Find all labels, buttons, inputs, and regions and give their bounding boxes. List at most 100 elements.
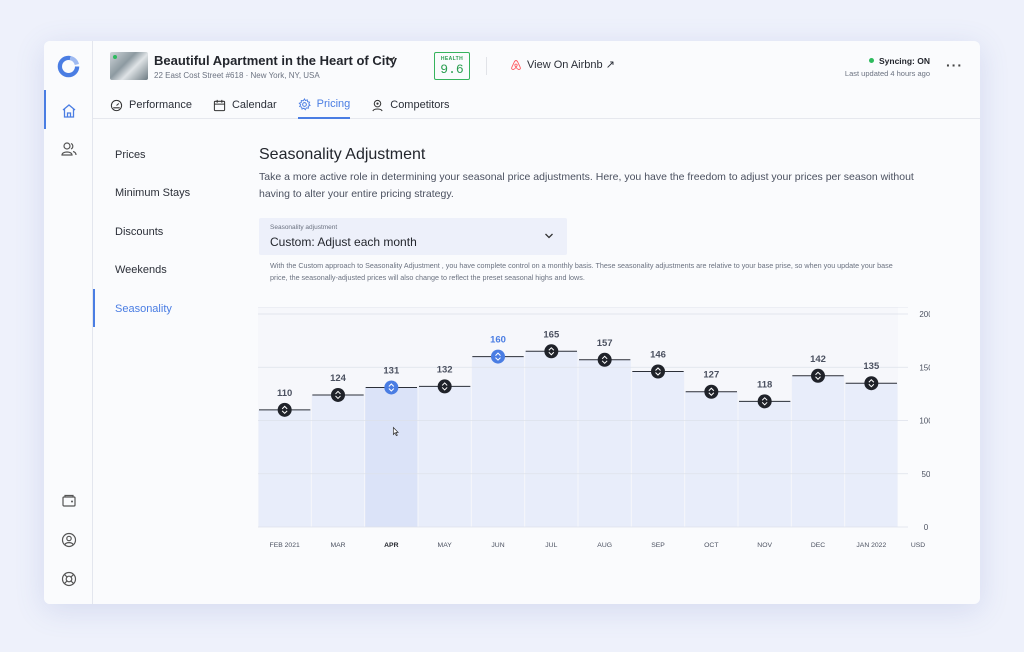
bar-aug[interactable]	[578, 359, 631, 527]
icon-rail	[44, 41, 93, 604]
chevron-down-icon[interactable]	[385, 53, 397, 65]
select-label: Seasonality adjustment	[270, 224, 338, 231]
home-icon[interactable]	[58, 100, 79, 121]
up-down-chevron-icon	[815, 371, 821, 380]
up-down-chevron-icon	[708, 387, 715, 396]
wallet-icon[interactable]	[58, 490, 79, 511]
mouse-pointer-icon	[392, 426, 399, 437]
health-score-badge[interactable]: HEALTH 9.6	[434, 52, 470, 80]
data-label: 160	[490, 335, 506, 346]
bar-oct[interactable]	[685, 391, 738, 527]
divider	[486, 57, 487, 75]
up-down-chevron-icon	[761, 397, 768, 406]
y-tick-label: 100	[919, 417, 930, 426]
tab-label: Performance	[129, 99, 192, 111]
page-description: Take a more active role in determining y…	[259, 171, 914, 200]
drag-handle-icon[interactable]	[597, 352, 612, 367]
x-tick-label: AUG	[597, 542, 612, 549]
menu-item-weekends[interactable]: Weekends	[115, 264, 167, 276]
tab-label: Pricing	[316, 98, 351, 110]
menu-item-discounts[interactable]: Discounts	[115, 226, 164, 238]
bar-jun[interactable]	[471, 356, 525, 527]
health-value: 9.6	[440, 62, 464, 77]
data-label: 132	[437, 364, 453, 375]
tab-label: Competitors	[390, 99, 450, 111]
seasonality-adjustment-select[interactable]: Seasonality adjustment Custom: Adjust ea…	[259, 218, 567, 255]
up-down-chevron-icon	[335, 390, 341, 400]
bar-feb-2021[interactable]	[258, 409, 311, 527]
x-tick-label: OCT	[704, 542, 718, 549]
tab-performance[interactable]: Performance	[110, 97, 192, 119]
app-logo-icon[interactable]	[57, 55, 80, 78]
up-down-chevron-icon	[655, 367, 661, 376]
drag-handle-icon[interactable]	[437, 379, 452, 394]
plot-background	[258, 307, 898, 527]
data-label: 127	[703, 370, 719, 381]
select-value: Custom: Adjust each month	[270, 235, 417, 249]
drag-handle-icon[interactable]	[384, 380, 399, 395]
bar-jan-2022[interactable]	[845, 383, 898, 527]
rail-active-indicator	[44, 90, 46, 129]
x-tick-label: JUN	[491, 542, 504, 549]
help-lifebuoy-icon[interactable]	[58, 568, 79, 589]
bar-dec[interactable]	[791, 375, 845, 527]
data-label: 118	[757, 379, 772, 390]
x-tick-label: DEC	[811, 542, 825, 549]
bar-apr[interactable]	[365, 387, 418, 527]
tab-competitors[interactable]: Competitors	[371, 97, 450, 119]
health-label: HEALTH	[440, 56, 464, 62]
data-label: 157	[597, 338, 613, 349]
property-header: Beautiful Apartment in the Heart of City…	[93, 41, 980, 119]
view-on-airbnb-link[interactable]: View On Airbnb ↗	[510, 58, 615, 71]
drag-handle-icon[interactable]	[651, 364, 665, 379]
users-icon[interactable]	[58, 138, 79, 159]
chevron-down-icon	[545, 233, 553, 239]
menu-item-prices[interactable]: Prices	[115, 149, 146, 161]
drag-handle-icon[interactable]	[704, 384, 719, 399]
menu-item-seasonality[interactable]: Seasonality	[115, 303, 172, 315]
location-pin-icon	[372, 99, 383, 111]
listing-active-dot	[113, 55, 117, 59]
y-tick-label: 50	[922, 470, 930, 479]
bar-mar[interactable]	[311, 394, 365, 527]
property-address: 22 East Cost Street #618 · New York, NY,…	[154, 71, 320, 80]
up-down-chevron-icon	[548, 347, 555, 356]
gauge-icon	[110, 99, 123, 111]
data-label: 146	[650, 350, 666, 361]
drag-handle-icon[interactable]	[757, 394, 772, 409]
x-tick-label: NOV	[757, 542, 772, 549]
data-label: 135	[863, 361, 880, 372]
up-down-chevron-icon	[388, 383, 395, 392]
x-tick-label: SEP	[651, 542, 665, 549]
bar-jul[interactable]	[525, 351, 578, 527]
drag-handle-icon[interactable]	[331, 387, 345, 402]
property-title[interactable]: Beautiful Apartment in the Heart of City	[154, 53, 397, 68]
menu-item-minimum-stays[interactable]: Minimum Stays	[115, 187, 191, 199]
drag-handle-icon[interactable]	[544, 344, 559, 359]
drag-handle-icon[interactable]	[277, 402, 292, 417]
sync-status: Syncing: ON Last updated 4 hours ago	[845, 56, 930, 78]
drag-handle-icon[interactable]	[811, 368, 825, 383]
y-tick-label: 0	[924, 523, 929, 532]
drag-handle-icon[interactable]	[864, 376, 879, 391]
up-down-chevron-icon	[868, 379, 875, 388]
bar-nov[interactable]	[738, 401, 791, 527]
tab-calendar[interactable]: Calendar	[213, 97, 277, 119]
x-tick-label: JAN 2022	[856, 542, 886, 549]
up-down-chevron-icon	[441, 382, 448, 391]
custom-approach-note: With the Custom approach to Seasonality …	[270, 261, 893, 282]
app-window: Beautiful Apartment in the Heart of City…	[44, 41, 980, 604]
property-thumbnail[interactable]	[110, 52, 148, 80]
airbnb-logo-icon	[511, 59, 521, 70]
gear-icon	[298, 97, 311, 110]
bar-sep[interactable]	[631, 371, 685, 527]
more-options-icon[interactable]: ···	[946, 57, 963, 73]
x-tick-label: MAR	[330, 542, 345, 549]
x-tick-label: APR	[384, 542, 398, 549]
bar-may[interactable]	[418, 386, 471, 527]
drag-handle-icon[interactable]	[491, 349, 505, 364]
y-tick-label: 150	[919, 363, 930, 372]
account-icon[interactable]	[58, 529, 79, 550]
up-down-chevron-icon	[281, 405, 288, 415]
tab-pricing[interactable]: Pricing	[297, 97, 351, 119]
